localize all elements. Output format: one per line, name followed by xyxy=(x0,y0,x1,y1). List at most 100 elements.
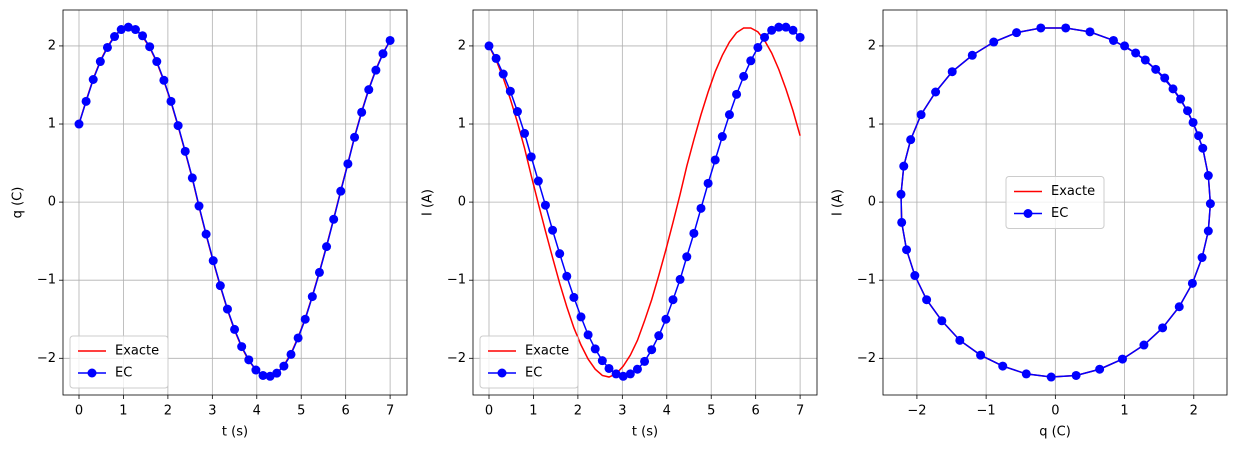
marker xyxy=(357,107,367,117)
legend-label: Exacte xyxy=(115,344,159,359)
x-tick-label: 1 xyxy=(119,404,127,419)
x-tick-label: 2 xyxy=(574,404,582,419)
axes-frame xyxy=(472,9,818,396)
y-tick-label: 2 xyxy=(458,38,466,53)
subplot: 0 1 2 3 4 5 6 7 −2 −1 0 1 2 t (s) I (A) Exacte EC xyxy=(421,9,818,440)
marker xyxy=(774,22,784,32)
marker xyxy=(640,356,650,366)
marker xyxy=(548,225,558,235)
legend: Exacte EC xyxy=(69,335,169,389)
marker xyxy=(138,31,148,41)
marker xyxy=(675,274,685,284)
x-tick-label: 6 xyxy=(342,404,350,419)
marker xyxy=(583,330,593,340)
marker xyxy=(491,53,501,63)
marker xyxy=(998,361,1008,371)
marker xyxy=(902,245,912,255)
y-tick-label: −2 xyxy=(37,351,56,366)
x-tick-label: 0 xyxy=(485,404,493,419)
y-axis-label: I (A) xyxy=(421,189,436,216)
marker xyxy=(654,331,664,341)
marker xyxy=(258,370,268,380)
y-tick-label: −1 xyxy=(447,273,466,288)
marker xyxy=(955,335,965,345)
legend-label: Exacte xyxy=(525,344,569,359)
marker xyxy=(1139,340,1149,350)
marker xyxy=(597,356,607,366)
x-tick-label: 1 xyxy=(1120,404,1128,419)
marker xyxy=(703,178,713,188)
marker xyxy=(1187,278,1197,288)
marker xyxy=(910,271,920,281)
marker xyxy=(967,50,977,60)
marker xyxy=(230,324,240,334)
marker xyxy=(1158,323,1168,333)
marker xyxy=(329,214,339,224)
marker xyxy=(293,333,303,343)
marker xyxy=(166,96,176,106)
marker xyxy=(194,201,204,211)
marker xyxy=(343,159,353,169)
legend-marker xyxy=(1023,209,1033,218)
marker xyxy=(1061,23,1071,33)
x-tick-label: 7 xyxy=(796,404,804,419)
marker xyxy=(689,228,699,238)
legend-label: EC xyxy=(525,366,542,381)
marker xyxy=(795,32,805,42)
marker xyxy=(1174,302,1184,312)
x-tick-label: 4 xyxy=(663,404,671,419)
marker xyxy=(668,295,678,305)
marker xyxy=(208,256,218,266)
marker xyxy=(145,42,155,52)
x-tick-label: 5 xyxy=(707,404,715,419)
marker xyxy=(286,349,296,359)
series-line xyxy=(488,27,801,378)
marker xyxy=(314,267,324,277)
marker xyxy=(505,86,515,96)
marker xyxy=(1205,199,1215,209)
x-tick-label: 0 xyxy=(1051,404,1059,419)
x-tick-label: 7 xyxy=(386,404,394,419)
x-tick-label: 3 xyxy=(208,404,216,419)
marker xyxy=(1120,41,1130,51)
marker xyxy=(1194,131,1204,141)
marker xyxy=(732,89,742,99)
marker xyxy=(976,350,986,360)
y-tick-label: 0 xyxy=(868,195,876,210)
marker xyxy=(520,128,530,138)
marker xyxy=(1176,94,1186,104)
marker xyxy=(350,132,360,142)
marker xyxy=(201,229,211,239)
marker xyxy=(81,96,91,106)
marker xyxy=(897,217,907,227)
marker xyxy=(187,173,197,183)
marker xyxy=(512,107,522,117)
marker xyxy=(604,363,614,373)
marker xyxy=(590,344,600,354)
marker xyxy=(1183,106,1193,116)
marker xyxy=(569,292,579,302)
marker xyxy=(906,135,916,145)
subplot: 0 1 2 3 4 5 6 7 −2 −1 0 1 2 t (s) q (C) Exacte EC xyxy=(11,9,408,440)
marker xyxy=(625,369,635,379)
marker xyxy=(279,361,289,371)
marker xyxy=(555,249,565,259)
marker xyxy=(618,371,628,381)
x-tick-label: −1 xyxy=(977,404,996,419)
marker xyxy=(300,314,310,324)
marker xyxy=(788,25,798,35)
marker xyxy=(989,37,999,47)
x-tick-label: 0 xyxy=(75,404,83,419)
x-tick-label: −2 xyxy=(907,404,926,419)
marker xyxy=(710,155,720,165)
axes-frame xyxy=(882,9,1228,396)
marker xyxy=(123,22,133,32)
y-tick-label: −2 xyxy=(447,351,466,366)
x-axis-label: t (s) xyxy=(632,425,658,440)
x-tick-label: 2 xyxy=(164,404,172,419)
marker xyxy=(322,242,332,252)
legend-marker xyxy=(87,368,97,378)
marker xyxy=(1108,35,1118,45)
marker xyxy=(251,365,261,375)
marker xyxy=(244,355,254,365)
